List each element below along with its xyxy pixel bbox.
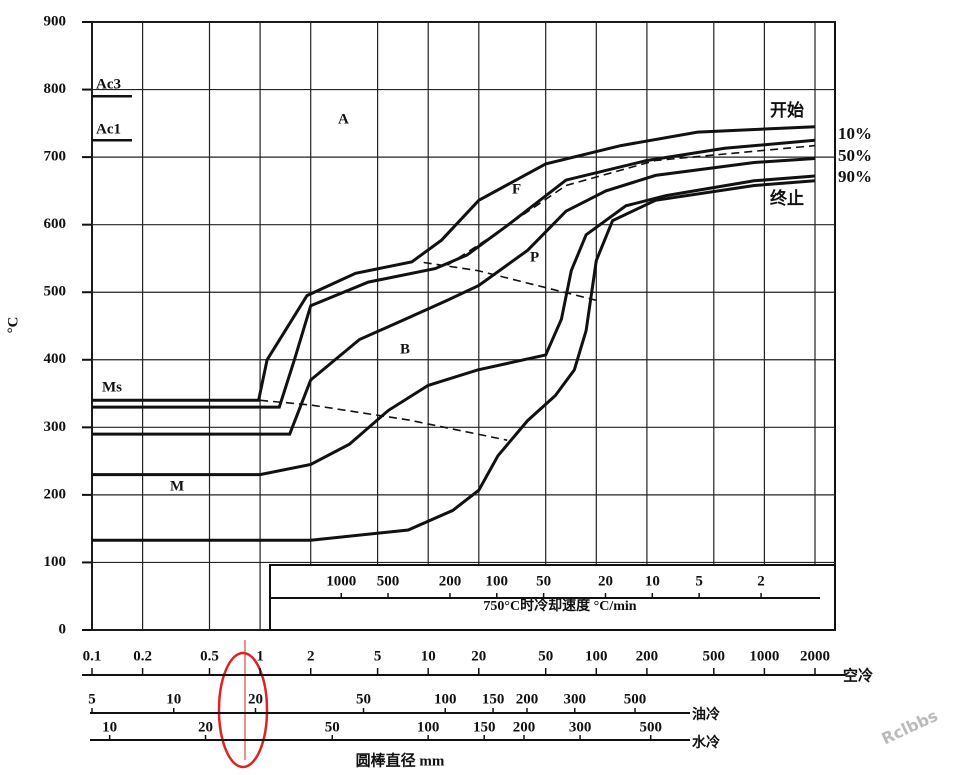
scale-tick-label: 50	[536, 573, 551, 589]
scale-tick-label: 10	[102, 719, 117, 735]
y-tick-label: 900	[44, 13, 67, 29]
highlight-circle	[217, 651, 269, 769]
scale-tick-label: 200	[439, 573, 462, 589]
x-tick-label: 0.1	[83, 648, 102, 664]
region-label: P	[530, 249, 539, 265]
y-tick-label: 500	[44, 284, 67, 300]
x-tick-label: 100	[585, 648, 608, 664]
y-tick-label: 400	[44, 351, 67, 367]
x-tick-label: 1	[256, 648, 264, 664]
x-tick-label: 10	[421, 648, 436, 664]
transformation-curve	[92, 179, 816, 542]
scale-tick-label: 1000	[326, 573, 356, 589]
dashed-curve	[260, 399, 508, 441]
transformation-curve	[92, 174, 816, 477]
series-label: 10%	[838, 124, 872, 143]
y-tick-label: 200	[44, 486, 67, 502]
diameter-label: 圆棒直径 mm	[356, 751, 445, 769]
scale-tick-label: 200	[516, 691, 539, 707]
scale-tick-label: 100	[417, 719, 440, 735]
y-tick-label: 300	[44, 419, 67, 435]
scale-tick-label: 150	[482, 691, 505, 707]
x-tick-label: 2000	[800, 648, 830, 664]
y-tick-label: 600	[44, 216, 67, 232]
scale-tick-label: 10	[166, 691, 181, 707]
x-tick-label: 0.5	[200, 648, 219, 664]
scale-tick-label: 300	[564, 691, 587, 707]
scale-label: 750°C时冷却速度 °C/min	[483, 597, 636, 614]
scale-label: 水冷	[692, 734, 720, 751]
y-axis-label: °C	[5, 317, 21, 334]
transformation-curve	[92, 138, 816, 409]
series-label: 开始	[770, 100, 804, 120]
transformation-curve	[92, 157, 816, 436]
scale-label: 油冷	[692, 706, 720, 723]
x-tick-label: 50	[538, 648, 553, 664]
x-tick-label: 2	[307, 648, 315, 664]
x-tick-label: 0.2	[133, 648, 152, 664]
scale-tick-label: 300	[569, 719, 592, 735]
scale-tick-label: 500	[624, 691, 647, 707]
transformation-curve	[92, 125, 816, 402]
scale-tick-label: 150	[473, 719, 496, 735]
dashed-curve	[423, 261, 597, 302]
region-label: M	[170, 478, 184, 494]
scale-tick-label: 20	[598, 573, 613, 589]
scale-tick-label: 500	[377, 573, 400, 589]
series-label: 终止	[770, 188, 804, 208]
scale-tick-label: 20	[248, 691, 263, 707]
scale-tick-label: 5	[695, 573, 703, 589]
region-label: F	[512, 181, 521, 197]
scale-tick-label: 50	[325, 719, 340, 735]
scale-tick-label: 100	[486, 573, 509, 589]
x-tick-label: 200	[636, 648, 659, 664]
scale-tick-label: 500	[639, 719, 662, 735]
series-label: 90%	[838, 167, 872, 186]
reference-label: Ac3	[96, 76, 121, 92]
x-tick-label: 5	[374, 648, 382, 664]
y-tick-label: 100	[44, 554, 67, 570]
x-axis-label: 空冷	[843, 666, 873, 684]
x-tick-label: 20	[471, 648, 486, 664]
dashed-curve	[446, 144, 816, 266]
y-tick-label: 0	[59, 621, 67, 637]
x-tick-label: 500	[703, 648, 726, 664]
x-tick-label: 1000	[749, 648, 779, 664]
series-label: 50%	[838, 146, 872, 165]
region-label: Ms	[102, 379, 122, 395]
scale-tick-label: 20	[198, 719, 213, 735]
y-tick-label: 700	[44, 149, 67, 165]
region-label: A	[338, 111, 349, 127]
scale-tick-label: 10	[645, 573, 660, 589]
reference-label: Ac1	[96, 121, 121, 137]
scale-tick-label: 5	[88, 691, 96, 707]
region-label: B	[400, 341, 410, 357]
scale-tick-label: 2	[757, 573, 765, 589]
scale-tick-label: 50	[356, 691, 371, 707]
scale-tick-label: 100	[434, 691, 457, 707]
y-tick-label: 800	[44, 81, 67, 97]
scale-tick-label: 200	[513, 719, 536, 735]
